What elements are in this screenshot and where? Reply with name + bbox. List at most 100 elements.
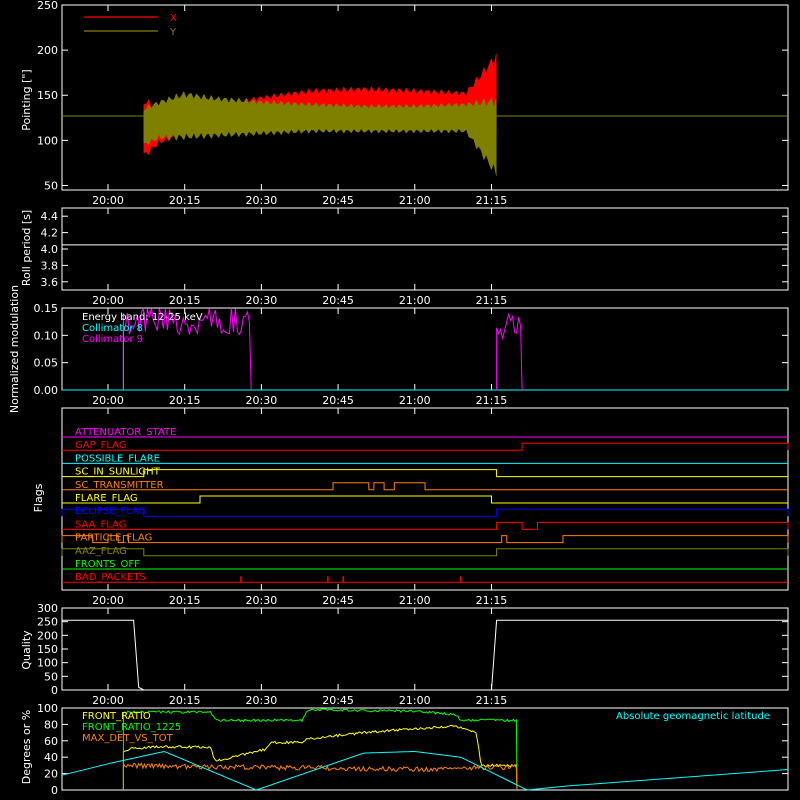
flag-label: FRONTS_OFF [75, 559, 140, 570]
roll-period-ylabel: Roll period [s] [20, 210, 33, 286]
x-tick-label: 21:15 [476, 694, 508, 707]
x-tick-label: 21:15 [476, 194, 508, 207]
x-tick-label: 20:00 [92, 394, 124, 407]
x-tick-label: 21:00 [399, 394, 431, 407]
x-tick-label: 20:30 [246, 194, 278, 207]
x-tick-label: 20:30 [246, 694, 278, 707]
x-tick-label: 21:15 [476, 594, 508, 607]
y-tick-label: 300 [37, 602, 58, 615]
pointing-series-y [143, 90, 497, 176]
pointing-ylabel: Pointing ["] [20, 69, 33, 130]
flag-line [61, 535, 789, 544]
x-tick-label: 20:15 [169, 294, 201, 307]
legend-label: MAX_DET_VS_TOT [82, 733, 174, 744]
y-tick-label: 0 [51, 784, 58, 797]
ratio-series-line [122, 762, 518, 791]
y-tick-label: 250 [37, 0, 58, 12]
y-tick-label: 200 [37, 629, 58, 642]
quality-panel: Quality 20:00 20:15 20:30 20:45 21:00 21:15 05… [20, 602, 789, 707]
ratio-series-line [61, 750, 789, 791]
flag-line [62, 521, 789, 530]
collimator-9-line [122, 307, 252, 391]
flag-label: GAP_FLAG [75, 440, 127, 451]
x-tick-label: 20:00 [92, 194, 124, 207]
legend-label: Collimator 9 [82, 334, 143, 345]
flag-line [61, 548, 789, 557]
x-tick-label: 20:15 [169, 394, 201, 407]
legend-label: FRONT_RATIO [82, 711, 151, 722]
collimator-9-line [496, 312, 523, 391]
plot-frame [61, 407, 789, 591]
flag-label: POSSIBLE_FLARE [75, 453, 160, 464]
x-tick-label: 21:00 [399, 194, 431, 207]
modulation-panel: Normalized modulation 20:00 20:15 20:30 20:… [8, 285, 789, 413]
modulation-ylabel: Normalized modulation [8, 285, 21, 413]
flag-label: ATTENUATOR_STATE [75, 427, 176, 438]
y-tick-label: 20 [44, 768, 58, 781]
y-tick-label: 150 [37, 643, 58, 656]
y-tick-label: 150 [37, 89, 58, 102]
y-tick-label: 50 [44, 179, 58, 192]
quality-line [62, 619, 788, 691]
x-tick-label: 20:15 [169, 694, 201, 707]
y-tick-label: 200 [37, 44, 58, 57]
ratios-panel: Degrees or % 0 20 40 60 80 100 FRONT_RATIOFRON… [20, 702, 789, 797]
flags-ylabel: Flags [32, 483, 45, 512]
flag-line [62, 495, 788, 504]
x-tick-label: 21:00 [399, 594, 431, 607]
flag-label: BAD_PACKETS [75, 572, 146, 583]
x-tick-label: 21:00 [399, 694, 431, 707]
y-tick-label: 0.15 [34, 302, 59, 315]
y-tick-label: 40 [44, 751, 58, 764]
flag-line [62, 469, 788, 478]
legend-label: Energy band: 12-25 keV [82, 312, 203, 323]
flag-label: AAZ_FLAG [75, 546, 127, 557]
x-tick-label: 20:30 [246, 394, 278, 407]
y-tick-label: 3.8 [41, 259, 59, 272]
roll-period-panel: Roll period [s] 20:00 20:15 20:30 20:45 21:0… [20, 207, 789, 307]
x-tick-label: 20:30 [246, 294, 278, 307]
quality-ylabel: Quality [20, 630, 33, 670]
flag-line [62, 482, 788, 491]
x-tick-label: 20:00 [92, 594, 124, 607]
flag-label: FLARE_FLAG [75, 493, 138, 504]
legend-label: Collimator 8 [82, 323, 143, 334]
flags-panel: Flags 20:00 20:15 20:30 20:45 21:00 21:15 ATTE… [32, 407, 789, 607]
y-tick-label: 4.4 [41, 210, 59, 223]
legend-label: Y [169, 27, 177, 38]
legend-label: X [170, 13, 177, 24]
x-tick-label: 20:30 [246, 594, 278, 607]
x-tick-label: 21:00 [399, 294, 431, 307]
y-tick-label: 250 [37, 616, 58, 629]
flag-line [61, 508, 789, 517]
flag-label: PARTICLE_FLAG [75, 533, 152, 544]
ratio-series-line [122, 724, 518, 791]
flag-label: SC_TRANSMITTER [75, 480, 164, 491]
x-tick-label: 20:45 [322, 194, 354, 207]
y-tick-label: 0.05 [34, 357, 59, 370]
x-tick-label: 21:15 [476, 294, 508, 307]
y-tick-label: 100 [37, 702, 58, 715]
y-tick-label: 50 [44, 670, 58, 683]
legend-label: FRONT_RATIO_1225 [82, 722, 181, 733]
flag-line [62, 442, 789, 451]
x-tick-label: 21:15 [476, 394, 508, 407]
flag-label: ECLIPSE_FLAG [75, 506, 146, 517]
flag-label: SC_IN_SUNLIGHT [75, 467, 161, 478]
y-tick-label: 0.10 [34, 329, 59, 342]
ratio-series-line [122, 708, 518, 791]
plot-frame [61, 707, 789, 791]
x-tick-label: 20:45 [322, 694, 354, 707]
y-tick-label: 3.6 [41, 276, 59, 289]
x-tick-label: 20:15 [169, 594, 201, 607]
x-tick-label: 20:45 [322, 594, 354, 607]
y-tick-label: 0 [51, 684, 58, 697]
geomagnetic-annotation: Absolute geomagnetic latitude [616, 711, 770, 722]
x-tick-label: 20:00 [92, 294, 124, 307]
ratios-ylabel: Degrees or % [20, 710, 33, 784]
y-tick-label: 4.2 [41, 227, 59, 240]
flag-label: SAA_FLAG [75, 519, 126, 530]
y-tick-label: 100 [37, 657, 58, 670]
x-tick-label: 20:45 [322, 294, 354, 307]
